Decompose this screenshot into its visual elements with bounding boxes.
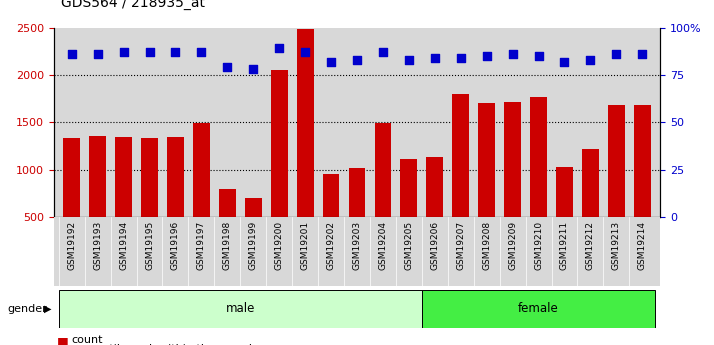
Text: gender: gender (7, 304, 47, 314)
Point (637, 51, 648, 57)
Bar (59, 290, 422, 328)
Point (351, 57, 363, 62)
Text: GSM19195: GSM19195 (145, 221, 154, 270)
Point (118, 49, 129, 55)
Text: GSM19199: GSM19199 (248, 221, 258, 270)
Point (455, 55, 466, 61)
Text: GSM19193: GSM19193 (93, 221, 102, 270)
Point (66, 51, 77, 57)
Text: GSM19194: GSM19194 (119, 221, 128, 270)
Point (610, 51, 622, 57)
Text: GSM19200: GSM19200 (275, 221, 283, 270)
Bar (422, 290, 655, 328)
Bar (348, 168, 366, 265)
Bar (115, 137, 132, 265)
Bar (141, 138, 158, 265)
Text: GSM19205: GSM19205 (404, 221, 413, 270)
Text: GDS564 / 218935_at: GDS564 / 218935_at (61, 0, 205, 10)
Point (326, 59, 337, 65)
Point (248, 67, 259, 72)
Text: male: male (226, 302, 255, 315)
Text: GSM19197: GSM19197 (197, 221, 206, 270)
Text: GSM19213: GSM19213 (612, 221, 621, 270)
Text: GSM19201: GSM19201 (301, 221, 310, 270)
Text: GSM19196: GSM19196 (171, 221, 180, 270)
Text: GSM19210: GSM19210 (534, 221, 543, 270)
Point (170, 49, 181, 55)
Bar (582, 149, 599, 265)
Bar (608, 105, 625, 265)
Bar (167, 137, 184, 265)
Text: GSM19204: GSM19204 (378, 221, 388, 270)
Point (429, 55, 441, 61)
Text: GSM19209: GSM19209 (508, 221, 517, 270)
Bar (323, 174, 339, 265)
Bar (634, 105, 650, 265)
Bar (478, 104, 495, 265)
Text: GSM19203: GSM19203 (353, 221, 361, 270)
Bar (271, 70, 288, 265)
Bar (89, 136, 106, 265)
Text: GSM19207: GSM19207 (456, 221, 466, 270)
Text: GSM19202: GSM19202 (326, 221, 336, 270)
Bar (530, 97, 547, 265)
Bar (297, 29, 313, 265)
Text: ▶: ▶ (44, 304, 52, 314)
Point (92, 51, 104, 57)
Text: GSM19198: GSM19198 (223, 221, 232, 270)
Point (144, 49, 155, 55)
Point (533, 53, 544, 59)
Text: GSM19214: GSM19214 (638, 221, 647, 270)
Text: GSM19208: GSM19208 (482, 221, 491, 270)
Text: count: count (71, 335, 103, 345)
Point (273, 46, 285, 51)
Point (507, 51, 518, 57)
Text: GSM19192: GSM19192 (67, 221, 76, 270)
Bar (452, 94, 469, 265)
Point (299, 49, 311, 55)
Bar (245, 198, 262, 265)
Point (196, 49, 207, 55)
Point (585, 57, 596, 62)
Text: female: female (518, 302, 559, 315)
Point (559, 59, 570, 65)
Point (403, 57, 415, 62)
Text: GSM19211: GSM19211 (560, 221, 569, 270)
Point (377, 49, 388, 55)
Text: ■: ■ (57, 344, 69, 345)
Bar (219, 189, 236, 265)
Point (481, 53, 493, 59)
Bar (375, 124, 391, 265)
Text: GSM19212: GSM19212 (586, 221, 595, 270)
Bar (64, 138, 80, 265)
Text: ■: ■ (57, 335, 69, 345)
Bar (401, 159, 417, 265)
Text: percentile rank within the sample: percentile rank within the sample (71, 344, 259, 345)
Text: GSM19206: GSM19206 (431, 221, 439, 270)
Bar (504, 101, 521, 265)
Point (221, 65, 233, 70)
Bar (193, 124, 210, 265)
Bar (426, 157, 443, 265)
Bar (556, 167, 573, 265)
